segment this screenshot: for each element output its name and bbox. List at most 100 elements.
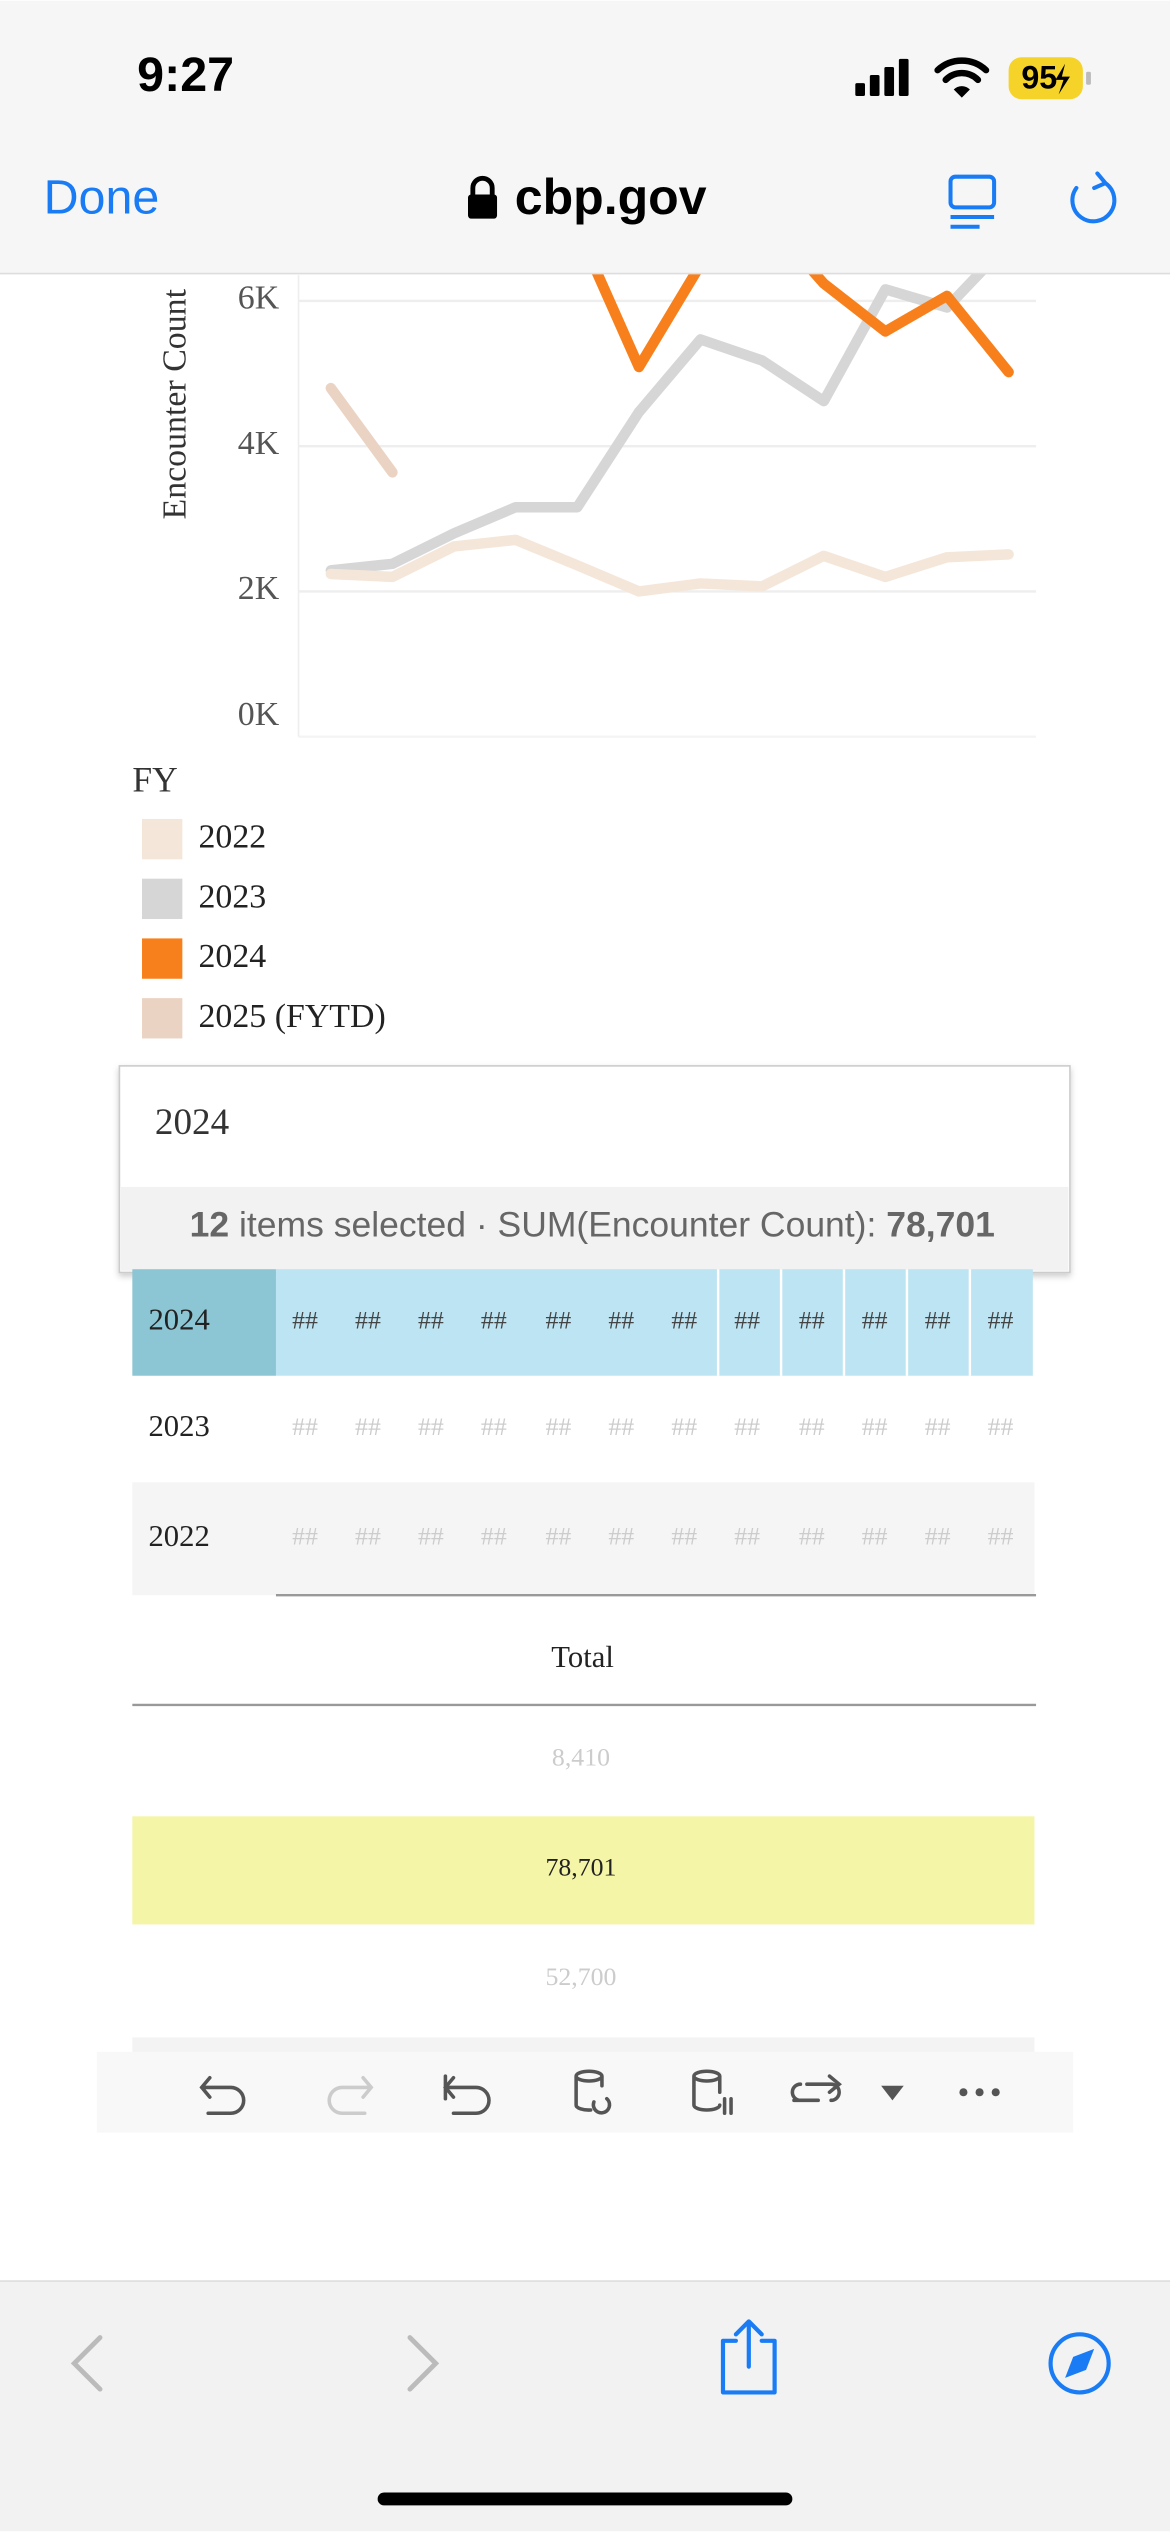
cell: ## <box>608 1305 634 1334</box>
total-value: 8,410 <box>552 1743 610 1772</box>
cell: ## <box>355 1305 381 1334</box>
chart: Encounter Count FY 0K 2K 4K 6K 2022 2023 2024 2… <box>132 179 1037 1039</box>
share[interactable] <box>720 2319 777 2395</box>
cell: ## <box>925 1412 951 1441</box>
total-value: 78,701 <box>545 1852 616 1881</box>
count: 12 <box>190 1205 230 1245</box>
revert[interactable] <box>443 2074 491 2116</box>
undo[interactable] <box>199 2075 246 2116</box>
row-label: 2023 <box>148 1409 209 1443</box>
legend-label: 2024 <box>198 938 266 975</box>
cell: ## <box>799 1522 825 1551</box>
row-label: 2024 <box>148 1303 209 1337</box>
series-line <box>325 237 1014 576</box>
cell: ## <box>418 1412 444 1441</box>
cell: ## <box>292 1305 318 1334</box>
y-tick-label: 6K <box>238 280 280 317</box>
lock <box>468 194 498 219</box>
cell: ## <box>734 1305 760 1334</box>
back[interactable] <box>70 2335 103 2392</box>
reload[interactable] <box>1070 171 1117 224</box>
home-indicator <box>377 2492 793 2506</box>
row-header-bg <box>132 1269 276 1376</box>
cell: ## <box>481 1305 507 1334</box>
more <box>991 2088 1000 2097</box>
cell: ## <box>925 1522 951 1551</box>
highlight-row <box>132 1816 1035 1925</box>
table: Total 2024 ## ## ## ## ## ## ## ## ## ## ## ## 2023 ##… <box>132 1269 1037 2054</box>
cell: ## <box>418 1305 444 1334</box>
cell: ## <box>734 1522 760 1551</box>
cell: ## <box>292 1412 318 1441</box>
cell: ## <box>799 1412 825 1441</box>
toolbar-bg <box>96 2051 1074 2133</box>
tooltip-footer <box>121 1186 1069 1271</box>
url[interactable]: cbp.gov <box>515 169 707 225</box>
total-header: Total <box>551 1640 614 1674</box>
legend-swatch <box>142 818 183 860</box>
cell: ## <box>481 1412 507 1441</box>
cell: ## <box>988 1522 1014 1551</box>
cell: ## <box>292 1522 318 1551</box>
browser-footer <box>0 2280 1170 2532</box>
done-button[interactable]: Done <box>44 171 160 225</box>
series-line <box>325 534 1014 597</box>
cell: ## <box>671 1305 697 1334</box>
safari[interactable] <box>1048 2332 1111 2395</box>
legend-label: 2023 <box>198 878 266 915</box>
cell: ## <box>545 1412 571 1441</box>
legend-label: 2025 (FYTD) <box>198 998 385 1035</box>
replay[interactable] <box>790 2074 842 2103</box>
pause[interactable] <box>692 2069 733 2116</box>
cell: ## <box>671 1412 697 1441</box>
y-tick-label: 4K <box>238 425 280 462</box>
y-tick-label: 0K <box>238 696 280 733</box>
wifi <box>934 57 990 84</box>
charging <box>1055 63 1070 95</box>
tooltip-summary: 12 items selected · SUM(Encounter Count)… <box>190 1205 995 1245</box>
redo[interactable] <box>327 2075 374 2116</box>
cell: ## <box>925 1305 951 1334</box>
battery-level: 95 <box>1021 59 1057 95</box>
more[interactable] <box>959 2088 968 2097</box>
legend-label: 2022 <box>198 819 266 856</box>
cell: ## <box>608 1412 634 1441</box>
header-bg <box>0 0 1170 274</box>
value: 78,701 <box>886 1205 995 1245</box>
legend-swatch <box>142 938 183 979</box>
battery <box>1008 57 1083 100</box>
footer-bg <box>0 2281 1170 2532</box>
total-value: 52,700 <box>545 1962 616 1991</box>
legend-title: FY <box>132 760 177 800</box>
battery-cap <box>1086 71 1091 85</box>
lock <box>470 175 495 197</box>
row-bg <box>132 1482 1035 1596</box>
forward[interactable] <box>407 2335 440 2392</box>
y-axis-label: Encounter Count <box>156 288 193 519</box>
browser-header: 9:27 95 Done cbp.gov <box>0 0 1170 275</box>
dropdown[interactable] <box>881 2085 904 2101</box>
cell: ## <box>355 1412 381 1441</box>
row-label: 2022 <box>148 1519 209 1553</box>
tooltip-title: 2024 <box>155 1102 229 1143</box>
cell: ## <box>545 1522 571 1551</box>
refresh-data[interactable] <box>574 2069 612 2115</box>
measure: SUM(Encounter Count): <box>498 1205 877 1245</box>
viz-toolbar <box>96 2051 1074 2133</box>
wifi <box>953 86 970 98</box>
cell: ## <box>862 1305 888 1334</box>
clock: 9:27 <box>137 48 234 102</box>
row-bg <box>132 2037 1035 2054</box>
cell: ## <box>862 1412 888 1441</box>
cell: ## <box>799 1305 825 1334</box>
safari-needle <box>1065 2348 1095 2378</box>
reader-button[interactable] <box>948 174 997 229</box>
sep: · <box>476 1205 488 1245</box>
more <box>975 2088 984 2097</box>
cell: ## <box>545 1305 571 1334</box>
cell: ## <box>988 1305 1014 1334</box>
cell: ## <box>734 1412 760 1441</box>
series-line <box>325 382 398 478</box>
